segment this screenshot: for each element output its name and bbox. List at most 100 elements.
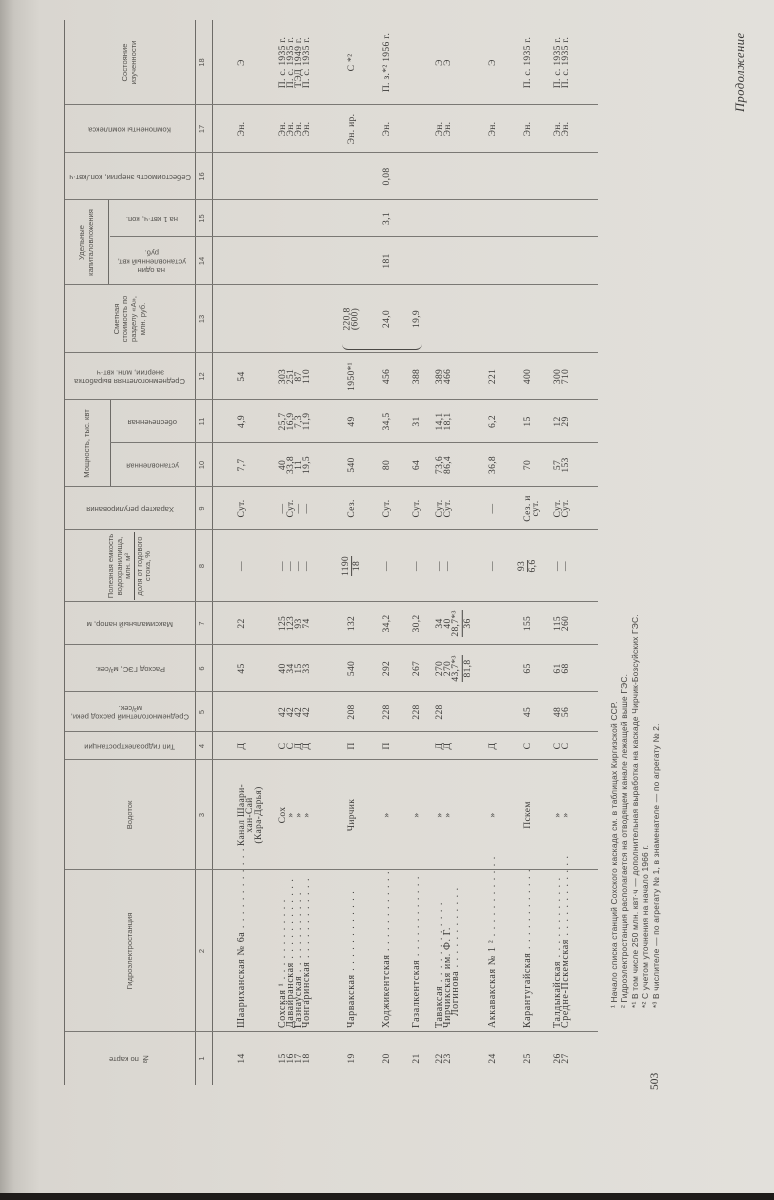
cell-plant-flow: 267 [411,645,422,692]
cell-reservoir: — [559,530,571,602]
cell-text: 42 [300,706,312,718]
cell-no: 19 [345,1032,357,1085]
cell-components: Эн. [235,105,247,153]
cell-text: 45 [521,706,533,718]
cell-text: 710 [559,368,571,385]
cell-line: 93 [516,560,528,572]
cell-river: » [560,760,571,870]
cell-cap-installed: 540 [346,443,357,487]
header-cap-firm: обеспеченная [127,417,178,427]
cell-line: 6,6 [527,559,539,573]
cell-text: Эн. [441,121,453,137]
cell-text: 228 [410,704,422,720]
cell-river: » [442,760,453,870]
column-number: 6 [197,666,206,671]
cell-no: 21 [411,1032,422,1085]
cell-output: 221 [487,353,498,400]
header-river-flow: Среднемноголетний расход реки, м³/сек. [70,704,190,722]
cell-text: Сут. [559,499,571,518]
cell-text: 20 [380,1053,392,1064]
column-number: 14 [197,256,206,266]
cell-text: Эн. [380,121,392,137]
cell-line: Логинова [450,870,461,1028]
cell-status: Э [441,20,453,105]
cell-text: Чирчик [345,798,357,832]
cell-river: » [381,760,392,870]
cell-text: П [380,742,392,750]
header-bottom-rule [195,20,196,1085]
cell-type: Д [236,732,247,760]
cell-text: 456 [380,368,392,385]
cell-line: сут. [530,500,542,517]
cell-text: Эн. [521,121,533,137]
cell-head: 132 [346,602,357,645]
cell-regulation: Сут. [381,487,392,530]
cell-text: 6,2 [486,415,498,428]
cell-no: 27 [560,1032,571,1085]
cell-type: С [560,732,571,760]
cell-text: С [521,742,533,750]
cell-text: — [410,561,422,571]
cell-text: » [410,812,422,818]
cell-text: Чарвакская [346,870,357,1028]
cell-text: 14 [235,1053,247,1064]
cell-reservoir: — [301,530,312,602]
cell-components: Эн. ир. [345,105,357,153]
fraction: 93 6,6 [516,559,539,573]
column-number: 13 [197,314,206,324]
cell-components: Эн. [380,105,392,153]
column-number: 10 [197,460,206,470]
cell-text: Д [300,742,312,750]
cell-text: 4,9 [235,415,247,428]
cell-text: — [559,561,571,571]
cell-cap-installed: 153 [560,443,571,487]
cell-regulation: Сут. [236,487,247,530]
cell-text: Эн. [235,121,247,137]
cell-cap-installed: 19,5 [300,443,312,487]
header-river: Водоток [124,800,134,830]
cell-text: Аккавакская № 1 ² [487,870,498,1028]
cell-text: Шаариханская № 6а [236,870,247,1028]
header-components: Компоненты комплекса [88,125,172,135]
cell-text: Э [441,59,453,66]
cell-components: Эн. [560,105,571,153]
header-regulation: Характер регулирования [86,504,174,514]
cell-head: 30,2 [411,602,422,645]
cell-text: 36,8 [486,456,498,474]
header-reservoir-den: доля от годового стока, % [134,536,153,596]
column-number: 4 [197,743,206,749]
header-cap-installed: установленная [126,461,179,471]
cell-river: Чирчик [345,760,357,870]
cell-text: 110 [300,369,312,384]
cell-text: 400 [521,368,533,385]
footnote: ¹ Начало списка станций Сохского каскада… [609,701,619,1008]
header-station: Гидроэлектростанция [124,912,134,990]
cell-text: — [441,561,453,571]
page-edge-shadow [0,1193,774,1200]
cell-line: 1190 [340,555,352,577]
cell-text: 25 [521,1053,533,1064]
cell-cap-firm: 34,5 [381,400,392,443]
cell-cap-installed: 86,4 [442,443,453,487]
cell-text: 19 [345,1053,357,1064]
cell-text: Сез. [345,499,357,518]
cell-unit-cost: 0,08 [381,153,392,200]
column-number-rule [212,20,213,1085]
cell-reservoir: — [236,530,247,602]
cell-text: 45 [235,663,247,674]
cell-no: 25 [521,1032,533,1085]
cell-output: 1950*¹ [345,353,357,400]
cell-river-flow: 208 [346,692,357,732]
cell-cap-firm: 11,9 [301,400,312,443]
cell-text: 540 [345,660,357,677]
fraction-numerator: 40 28,7*³ [442,610,461,636]
fraction-denominator: 6,6 [527,559,539,573]
cell-regulation: Сут. [442,487,453,530]
fraction: 270 43,7*³ 81,8 [442,655,473,682]
cell-text: 19,5 [300,456,312,474]
cell-no: 24 [487,1032,498,1085]
cell-river-flow: 42 [300,692,312,732]
cell-text: 1950*¹ [345,362,357,391]
cell-text: » [300,812,312,818]
cell-text: Эн. ир. [345,113,357,145]
